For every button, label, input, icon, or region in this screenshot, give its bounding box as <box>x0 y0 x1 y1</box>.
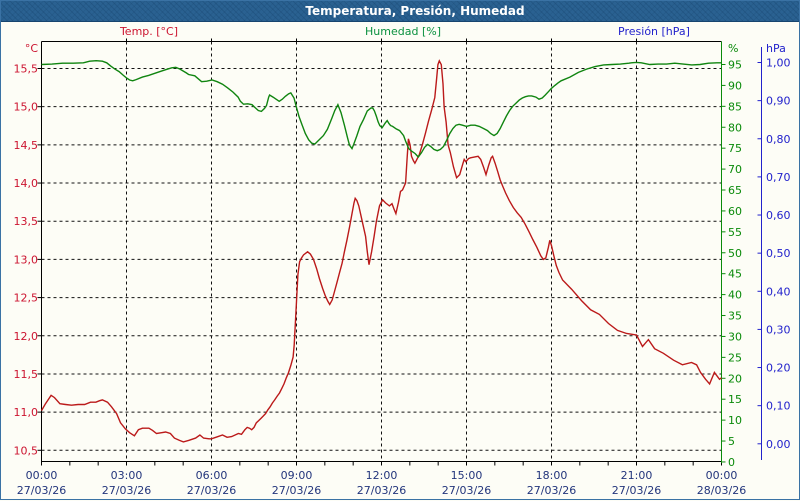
svg-text:27/03/26: 27/03/26 <box>357 484 406 497</box>
svg-text:0,80: 0,80 <box>766 133 791 146</box>
svg-text:14,0: 14,0 <box>14 177 39 190</box>
legend-humidity-label: Humedad [%] <box>365 25 441 38</box>
svg-text:13,5: 13,5 <box>14 215 39 228</box>
plot-frame <box>37 38 722 466</box>
svg-text:60: 60 <box>728 205 742 218</box>
svg-text:27/03/26: 27/03/26 <box>17 484 66 497</box>
pressure-axis: hPa 1,00 0,90 0,80 0,70 0,60 0,50 0,40 0,30 0,20 0… <box>757 42 791 460</box>
svg-text:0,20: 0,20 <box>766 362 791 375</box>
svg-text:20: 20 <box>728 372 742 385</box>
svg-text:50: 50 <box>728 247 742 260</box>
grid-lines <box>41 41 722 462</box>
svg-text:40: 40 <box>728 289 742 302</box>
svg-text:00:00: 00:00 <box>26 469 58 482</box>
svg-text:0,90: 0,90 <box>766 95 791 108</box>
svg-text:11,0: 11,0 <box>14 406 39 419</box>
svg-text:12,0: 12,0 <box>14 330 39 343</box>
svg-text:12,5: 12,5 <box>14 292 39 305</box>
svg-text:06:00: 06:00 <box>196 469 228 482</box>
svg-text:85: 85 <box>728 100 742 113</box>
svg-text:95: 95 <box>728 59 742 72</box>
svg-text:0,40: 0,40 <box>766 285 791 298</box>
humidity-line <box>41 59 722 159</box>
svg-text:0,70: 0,70 <box>766 171 791 184</box>
svg-text:12:00: 12:00 <box>366 469 398 482</box>
temperature-line <box>40 59 722 443</box>
svg-text:18:00: 18:00 <box>536 469 568 482</box>
svg-text:27/03/26: 27/03/26 <box>527 484 576 497</box>
chart-title: Temperatura, Presión, Humedad <box>305 4 525 18</box>
svg-text:80: 80 <box>728 121 742 134</box>
svg-text:5: 5 <box>728 435 735 448</box>
x-axis-labels: 00:00 03:00 06:00 09:00 12:00 15:00 18:00 21:00… <box>17 469 746 497</box>
svg-text:35: 35 <box>728 310 742 323</box>
svg-text:13,0: 13,0 <box>14 253 39 266</box>
svg-text:21:00: 21:00 <box>621 469 653 482</box>
svg-text:25: 25 <box>728 351 742 364</box>
svg-text:1,00: 1,00 <box>766 57 791 70</box>
svg-text:00:00: 00:00 <box>706 469 738 482</box>
svg-text:27/03/26: 27/03/26 <box>612 484 661 497</box>
temp-axis-labels: °C 15,5 15,0 14,5 14,0 13,5 13,0 12,5 12,0 11,5 11… <box>14 42 39 457</box>
svg-text:03:00: 03:00 <box>111 469 143 482</box>
svg-text:15,0: 15,0 <box>14 101 39 114</box>
svg-text:%: % <box>728 42 738 55</box>
svg-text:0,30: 0,30 <box>766 323 791 336</box>
chart-title-bar: Temperatura, Presión, Humedad <box>1 1 799 22</box>
svg-text:0,50: 0,50 <box>766 247 791 260</box>
svg-text:10: 10 <box>728 414 742 427</box>
svg-text:27/03/26: 27/03/26 <box>442 484 491 497</box>
svg-text:14,5: 14,5 <box>14 139 39 152</box>
svg-text:27/03/26: 27/03/26 <box>102 484 151 497</box>
svg-text:55: 55 <box>728 226 742 239</box>
svg-text:30: 30 <box>728 330 742 343</box>
svg-text:15: 15 <box>728 393 742 406</box>
svg-text:10,5: 10,5 <box>14 444 39 457</box>
svg-text:15:00: 15:00 <box>451 469 483 482</box>
svg-text:°C: °C <box>25 42 39 55</box>
svg-text:0: 0 <box>728 456 735 469</box>
svg-text:09:00: 09:00 <box>281 469 313 482</box>
legend-pressure-label: Presión [hPa] <box>618 25 690 38</box>
svg-text:0,00: 0,00 <box>766 438 791 451</box>
svg-text:15,5: 15,5 <box>14 63 39 76</box>
svg-text:0,60: 0,60 <box>766 209 791 222</box>
svg-text:28/03/26: 28/03/26 <box>697 484 746 497</box>
svg-text:0,10: 0,10 <box>766 400 791 413</box>
svg-text:75: 75 <box>728 142 742 155</box>
svg-text:hPa: hPa <box>766 42 786 55</box>
svg-text:90: 90 <box>728 79 742 92</box>
svg-text:11,5: 11,5 <box>14 368 39 381</box>
svg-text:27/03/26: 27/03/26 <box>187 484 236 497</box>
svg-text:45: 45 <box>728 268 742 281</box>
svg-text:70: 70 <box>728 163 742 176</box>
svg-text:65: 65 <box>728 184 742 197</box>
legend-temperature-label: Temp. [°C] <box>119 25 179 38</box>
svg-text:27/03/26: 27/03/26 <box>272 484 321 497</box>
